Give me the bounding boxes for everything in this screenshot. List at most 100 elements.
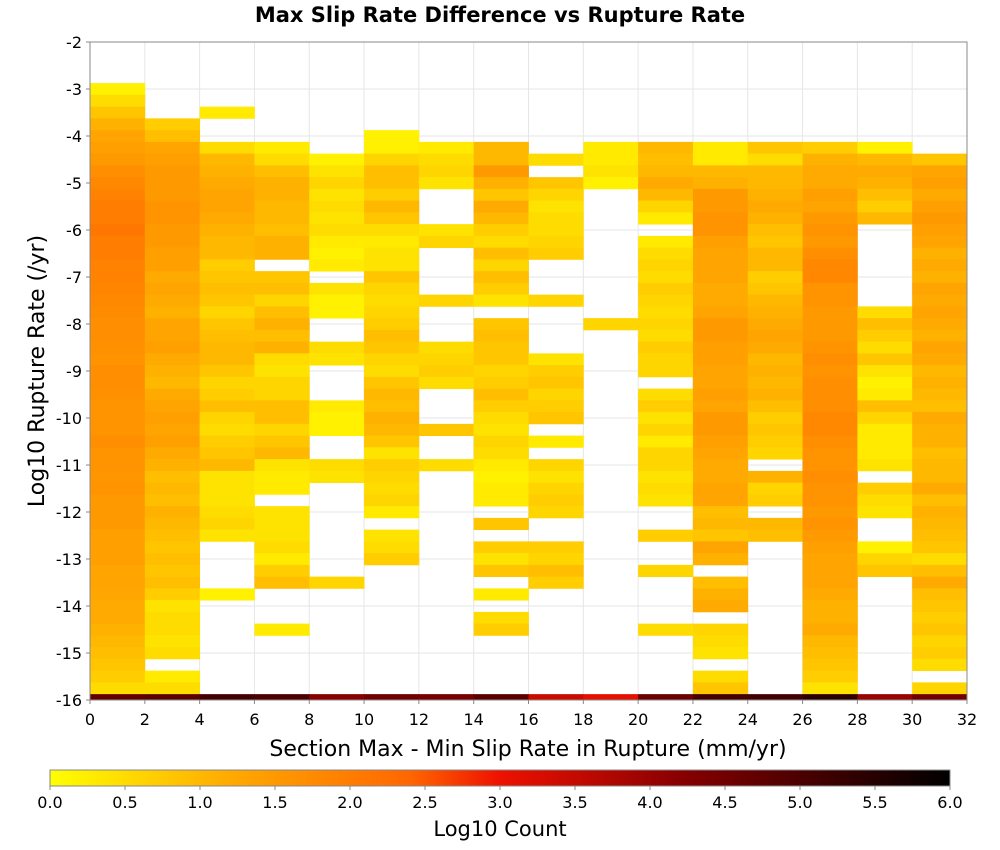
heatmap-cell xyxy=(747,494,803,507)
y-tick-label: -14 xyxy=(56,597,82,616)
heatmap-cell xyxy=(638,435,694,448)
heatmap-cell xyxy=(473,447,529,460)
heatmap-cell xyxy=(857,412,913,425)
heatmap-cell xyxy=(802,600,858,613)
heatmap-cell xyxy=(144,647,201,660)
heatmap-cell xyxy=(912,576,968,589)
heatmap-cell xyxy=(528,494,584,507)
heatmap-cell xyxy=(418,235,475,249)
heatmap-cell xyxy=(418,423,475,437)
heatmap-cell xyxy=(692,247,749,260)
heatmap-cell xyxy=(144,576,201,589)
heatmap-cell xyxy=(199,224,255,237)
heatmap-cell xyxy=(692,670,749,683)
heatmap-cell xyxy=(144,423,201,437)
heatmap-cell xyxy=(528,470,584,484)
heatmap-cell xyxy=(692,412,749,425)
heatmap-cell xyxy=(364,423,420,437)
x-tick-label: 0 xyxy=(85,710,95,729)
heatmap-cell xyxy=(747,212,803,225)
heatmap-cell xyxy=(802,259,858,272)
heatmap-cell xyxy=(199,200,255,213)
heatmap-cell xyxy=(254,435,310,448)
heatmap-cell xyxy=(90,682,146,695)
heatmap-cell xyxy=(254,517,310,531)
heatmap-cell xyxy=(802,188,858,202)
x-tick-label: 18 xyxy=(573,710,593,729)
heatmap-cell xyxy=(528,694,584,701)
heatmap-cell xyxy=(802,200,858,213)
heatmap-cell xyxy=(638,141,694,155)
heatmap-cell xyxy=(144,494,201,507)
heatmap-cell xyxy=(473,611,529,625)
heatmap-cell xyxy=(473,376,529,390)
heatmap-cell xyxy=(802,412,858,425)
heatmap-cell xyxy=(802,376,858,390)
heatmap-cell xyxy=(912,224,968,237)
heatmap-cell xyxy=(364,177,420,190)
heatmap-cell xyxy=(473,177,529,190)
heatmap-cell xyxy=(199,376,255,390)
y-tick-label: -2 xyxy=(66,33,82,52)
heatmap-cell xyxy=(90,212,146,225)
heatmap-cell xyxy=(364,470,420,484)
x-axis-label: Section Max - Min Slip Rate in Rupture (… xyxy=(269,737,786,762)
heatmap-cell xyxy=(528,153,584,166)
heatmap-cell xyxy=(90,329,146,343)
heatmap-cell xyxy=(692,647,749,660)
heatmap-cell xyxy=(364,529,420,542)
heatmap-cell xyxy=(418,153,475,166)
heatmap-cell xyxy=(912,282,968,296)
heatmap-cell xyxy=(692,188,749,202)
heatmap-cell xyxy=(857,153,913,166)
heatmap-cell xyxy=(473,353,529,366)
heatmap-cell xyxy=(857,188,913,202)
heatmap-cell xyxy=(309,153,365,166)
heatmap-cell xyxy=(638,341,694,354)
heatmap-cell xyxy=(912,400,968,413)
heatmap-cell xyxy=(473,224,529,237)
heatmap-cell xyxy=(254,200,310,213)
heatmap-cell xyxy=(309,694,365,701)
heatmap-cell xyxy=(199,412,255,425)
heatmap-cell xyxy=(692,553,749,566)
heatmap-cell xyxy=(857,177,913,190)
heatmap-cell xyxy=(857,506,913,519)
heatmap-cell xyxy=(692,353,749,366)
heatmap-cell xyxy=(583,153,639,166)
heatmap-cell xyxy=(638,694,694,701)
heatmap-cell xyxy=(912,529,968,542)
heatmap-cell xyxy=(912,423,968,437)
heatmap-cell xyxy=(364,400,420,413)
heatmap-cell xyxy=(802,541,858,554)
heatmap-cell xyxy=(692,271,749,284)
heatmap-cell xyxy=(473,588,529,601)
heatmap-cell xyxy=(90,623,146,636)
heatmap-cell xyxy=(912,588,968,601)
heatmap-cell xyxy=(364,553,420,566)
heatmap-cell xyxy=(692,306,749,319)
heatmap-cell xyxy=(802,177,858,190)
heatmap-cell xyxy=(692,400,749,413)
heatmap-cell xyxy=(638,247,694,260)
heatmap-cell xyxy=(199,106,255,119)
heatmap-cell xyxy=(364,365,420,378)
heatmap-cell xyxy=(912,541,968,554)
heatmap-cell xyxy=(747,282,803,296)
heatmap-cell xyxy=(802,353,858,366)
heatmap-cell xyxy=(418,341,475,354)
heatmap-cell xyxy=(802,400,858,413)
heatmap-cell xyxy=(802,694,858,701)
heatmap-cell xyxy=(747,365,803,378)
heatmap-cell xyxy=(747,447,803,460)
heatmap-cell xyxy=(747,517,803,531)
heatmap-cell xyxy=(692,282,749,296)
y-tick-label: -3 xyxy=(66,80,82,99)
heatmap-cell xyxy=(802,235,858,249)
heatmap-cell xyxy=(638,153,694,166)
heatmap-cell xyxy=(144,188,201,202)
heatmap-cell xyxy=(364,271,420,284)
heatmap-cell xyxy=(309,235,365,249)
x-tick-label: 30 xyxy=(902,710,922,729)
heatmap-cell xyxy=(857,365,913,378)
